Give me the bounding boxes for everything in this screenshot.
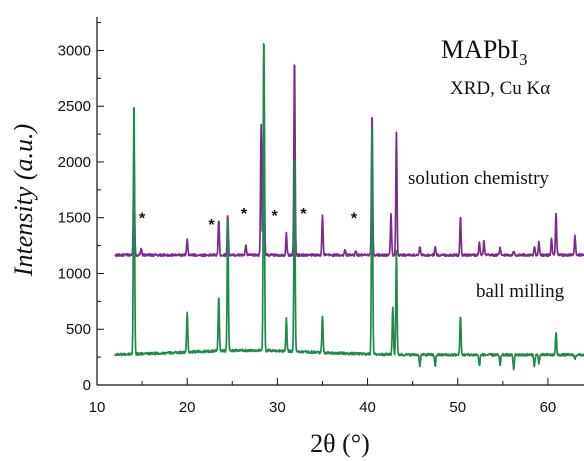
x-tick-label: 30 — [269, 399, 286, 416]
chart-title-subscript: 3 — [519, 50, 528, 69]
impurity-marker: * — [300, 206, 307, 223]
y-tick-label: 1000 — [58, 265, 91, 282]
y-tick-label: 3000 — [58, 42, 91, 59]
x-tick-label: 60 — [540, 399, 557, 416]
chart-title: MAPbI3 — [441, 35, 528, 69]
y-tick-label: 2500 — [58, 98, 91, 115]
series-line-solution-chemistry — [114, 57, 584, 258]
y-tick-label: 2000 — [58, 154, 91, 171]
x-tick-label: 10 — [89, 399, 106, 416]
plot-area: 10 20 30 40 50 60 0 500 1000 1500 2000 2500 3000 * * * *… — [58, 17, 584, 416]
x-tick-label: 40 — [359, 399, 376, 416]
y-axis-title: Intensity (a.u.) — [9, 124, 38, 277]
series-label-solution: solution chemistry — [408, 168, 549, 189]
y-tick-label: 0 — [83, 377, 91, 394]
impurity-marker: * — [351, 210, 358, 227]
x-tick-label: 20 — [179, 399, 196, 416]
y-tick-label: 1500 — [58, 210, 91, 227]
x-tick-label: 50 — [449, 399, 466, 416]
series-line-ball-milling — [114, 43, 584, 371]
impurity-marker: * — [272, 208, 279, 225]
chart-title-main: MAPbI — [441, 35, 519, 64]
impurity-marker: * — [139, 210, 146, 227]
x-axis-title: 2θ (°) — [310, 429, 370, 458]
impurity-marker: * — [208, 217, 215, 234]
y-tick-label: 500 — [66, 321, 91, 338]
chart-subtitle: XRD, Cu Kα — [450, 78, 550, 99]
impurity-marker: * — [241, 206, 248, 223]
series-label-ball-milling: ball milling — [476, 281, 565, 302]
